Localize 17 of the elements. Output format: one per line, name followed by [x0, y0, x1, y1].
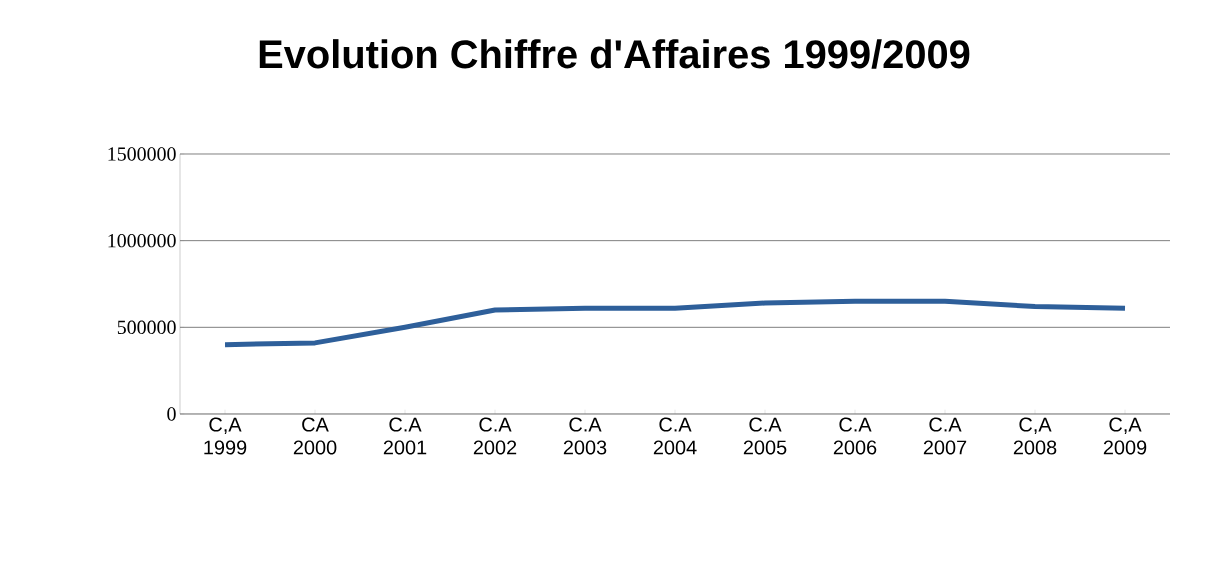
x-tick-label: C.A 2004 — [653, 417, 697, 455]
x-tick-label: C.A 2006 — [833, 417, 877, 455]
y-tick-label: 1000000 — [108, 233, 176, 248]
chart-title: Evolution Chiffre d'Affaires 1999/2009 — [259, 39, 970, 69]
x-tick-label: C,A 2009 — [1103, 417, 1147, 455]
x-tick-label: C.A 2007 — [923, 417, 967, 455]
x-tick-label: C.A 2001 — [383, 417, 427, 455]
x-tick-label: C.A 2002 — [473, 417, 517, 455]
x-tick-label: CA 2000 — [293, 417, 337, 455]
x-tick-label: C,A 2008 — [1013, 417, 1057, 455]
y-tick-label: 1500000 — [108, 147, 176, 161]
line-series — [222, 298, 1128, 348]
y-tick-label: 500000 — [117, 320, 176, 335]
x-tick-label: C.A 2005 — [743, 417, 787, 455]
x-tick-label: C.A 2003 — [563, 417, 607, 455]
y-tick-label: 0 — [167, 407, 176, 421]
x-tick-label: C,A 1999 — [204, 417, 247, 455]
